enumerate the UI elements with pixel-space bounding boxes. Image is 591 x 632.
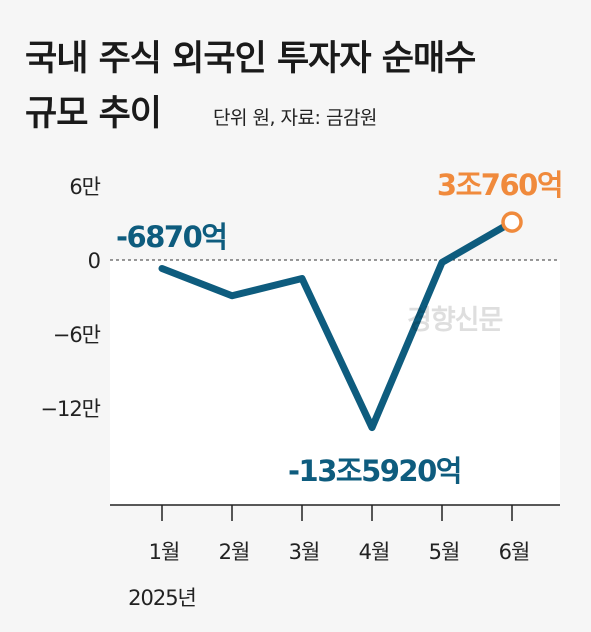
y-tick-label: −12만 — [40, 397, 100, 421]
x-tick-label: 2월 — [219, 540, 250, 564]
x-tick-label: 6월 — [499, 540, 530, 564]
plot-area — [110, 260, 560, 505]
data-point-marker — [501, 211, 523, 233]
y-tick-label: 6만 — [69, 175, 100, 199]
x-tick-label: 5월 — [429, 540, 460, 564]
watermark: 경향신문 — [407, 305, 503, 336]
chart-title-line1: 국내 주식 외국인 투자자 순매수 — [25, 39, 476, 79]
x-tick-label: 1월 — [149, 540, 180, 564]
x-year-label: 2025년 — [128, 586, 196, 610]
data-label: -13조5920억 — [288, 454, 461, 488]
y-tick-label: 0 — [88, 249, 100, 273]
data-label: -6870억 — [116, 220, 226, 254]
x-tick-label: 3월 — [289, 540, 320, 564]
series-line — [158, 218, 516, 432]
y-tick-label: −6만 — [53, 323, 101, 347]
x-tick-label: 4월 — [359, 540, 390, 564]
source-note: 단위 원, 자료: 금감원 — [213, 107, 377, 129]
chart-title-line2: 규모 추이 — [25, 94, 162, 134]
data-label: 3조760억 — [437, 168, 562, 202]
